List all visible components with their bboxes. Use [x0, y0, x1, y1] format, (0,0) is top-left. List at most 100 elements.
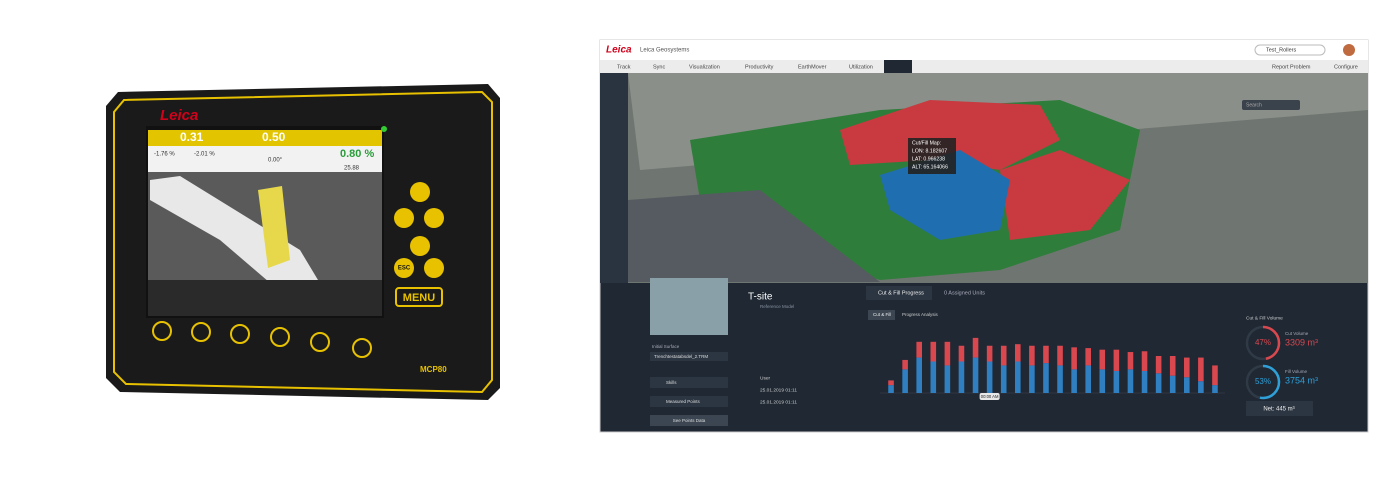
panel-tab[interactable]: Cut & Fill Progress [878, 290, 924, 296]
chart-tab-active[interactable] [868, 310, 895, 320]
map-cut [840, 100, 1060, 170]
time-marker: 00:00 AM [981, 394, 999, 399]
search-box[interactable] [1254, 44, 1326, 56]
map-search[interactable] [1242, 100, 1300, 110]
bar-segment [1169, 355, 1176, 376]
menu-label: MENU [403, 292, 435, 304]
tab[interactable]: Visualization [689, 64, 720, 70]
tabs: Track Sync Visualization Productivity Ea… [617, 64, 1358, 70]
button-right[interactable] [424, 208, 444, 228]
bar-segment [1155, 373, 1162, 393]
surface-select[interactable] [650, 352, 728, 361]
tab[interactable]: Track [617, 64, 631, 70]
site-name: T-site [748, 292, 773, 303]
points-button[interactable] [650, 415, 728, 426]
device-brand: Leica [160, 107, 198, 124]
action[interactable]: Report Problem [1272, 64, 1311, 70]
panel-tab-active[interactable] [866, 286, 932, 300]
bar-segment [1014, 361, 1021, 393]
bar-segment [1000, 365, 1007, 393]
bar-segment [1043, 345, 1049, 364]
chart-tab[interactable]: Cut & Fill [873, 312, 891, 317]
bar-segment [1155, 355, 1162, 374]
bar-segment [1198, 357, 1204, 382]
sub-readout: -1.76 % [154, 152, 175, 158]
tablet-trim [113, 90, 493, 394]
readout: 0.50 [262, 130, 286, 144]
bar-segment [1085, 365, 1092, 393]
soft-key[interactable] [310, 332, 330, 352]
bar-segment [1183, 357, 1190, 378]
bar-segment [916, 357, 923, 393]
bar-segment [1113, 370, 1120, 393]
readout-sub [148, 146, 382, 172]
app-header [600, 40, 1368, 60]
tab[interactable]: Productivity [745, 64, 774, 70]
bar-segment [944, 341, 951, 366]
bar-segment [930, 341, 937, 362]
button-esc[interactable] [394, 258, 414, 278]
bar-segment [1029, 365, 1035, 393]
bar-segment [944, 365, 951, 393]
tab[interactable]: Utilization [849, 64, 873, 70]
sub-readout: -2.01 % [194, 152, 215, 158]
readout: 0.31 [180, 130, 204, 144]
tab[interactable]: Sync [653, 64, 665, 70]
bar-segment [972, 337, 979, 358]
sidebar [600, 73, 628, 283]
meta: 25.01.2019 01:11 [760, 387, 797, 393]
bar-segment [902, 359, 908, 370]
button-up[interactable] [410, 182, 430, 202]
soft-key[interactable] [270, 327, 290, 347]
bar-segment [1113, 349, 1120, 371]
surface-file: Trenchtestatabsdel_2.TRM [654, 354, 708, 359]
ring-label: 47% [1255, 338, 1271, 347]
surface-label: Initial Surface [652, 344, 680, 349]
button-menu[interactable] [395, 287, 443, 307]
tooltip-lines: Cut/Fill Map: LON: 8.182607 LAT: 0.96623… [912, 140, 948, 170]
button-left[interactable] [394, 208, 414, 228]
active-tab[interactable] [884, 60, 912, 73]
action[interactable]: Configure [1334, 64, 1358, 70]
ring-arc [1245, 325, 1281, 361]
layer-name: Measured Points [666, 399, 701, 404]
volume-title: Cut & Fill Volume [1246, 315, 1283, 321]
ring-arc [1245, 364, 1281, 400]
soft-key[interactable] [191, 322, 211, 342]
dpad [394, 182, 444, 278]
chart-tab[interactable]: Progress Analysis [902, 312, 939, 317]
app-brand: Leica [606, 45, 632, 56]
tab[interactable]: EarthMover [798, 64, 827, 70]
avatar[interactable] [1343, 44, 1355, 56]
sub-readout: 0.00° [268, 158, 283, 164]
tooltip-line: ALT: 65.164066 [912, 164, 948, 170]
bar-segment [1183, 377, 1190, 393]
bar-segment [972, 357, 979, 393]
layer[interactable] [650, 396, 728, 407]
tooltip [908, 138, 956, 174]
bar-segment [1014, 344, 1021, 362]
soft-key[interactable] [230, 324, 250, 344]
tablet: Leica 0.31 0.50 0.80 % -1.76 % -2.01 % 0… [106, 84, 500, 400]
map-roof [628, 190, 880, 282]
company: Leica Geosystems [640, 48, 689, 54]
bar-segment [1141, 351, 1148, 371]
map-cut [1000, 150, 1130, 240]
button-aux[interactable] [424, 258, 444, 278]
layer[interactable] [650, 377, 728, 388]
panel-tab[interactable]: 0 Assigned Units [944, 290, 985, 296]
layer-name: Skills [666, 380, 677, 385]
soft-key[interactable] [352, 338, 372, 358]
bar-segment [1071, 369, 1077, 393]
bar-segment [1141, 370, 1148, 393]
button-down[interactable] [410, 236, 430, 256]
tooltip-line: LON: 8.182607 [912, 148, 947, 154]
app: Leica Leica Geosystems Test_Rollers Trac… [599, 39, 1369, 433]
tooltip-line: LAT: 0.966238 [912, 156, 945, 162]
screen-toolbar [148, 280, 382, 316]
excavator [258, 186, 290, 268]
readout-bar [148, 130, 382, 146]
sub-readout: 25.88 [344, 166, 360, 172]
volume-value: 3309 m³ [1285, 337, 1318, 347]
soft-key[interactable] [152, 321, 172, 341]
